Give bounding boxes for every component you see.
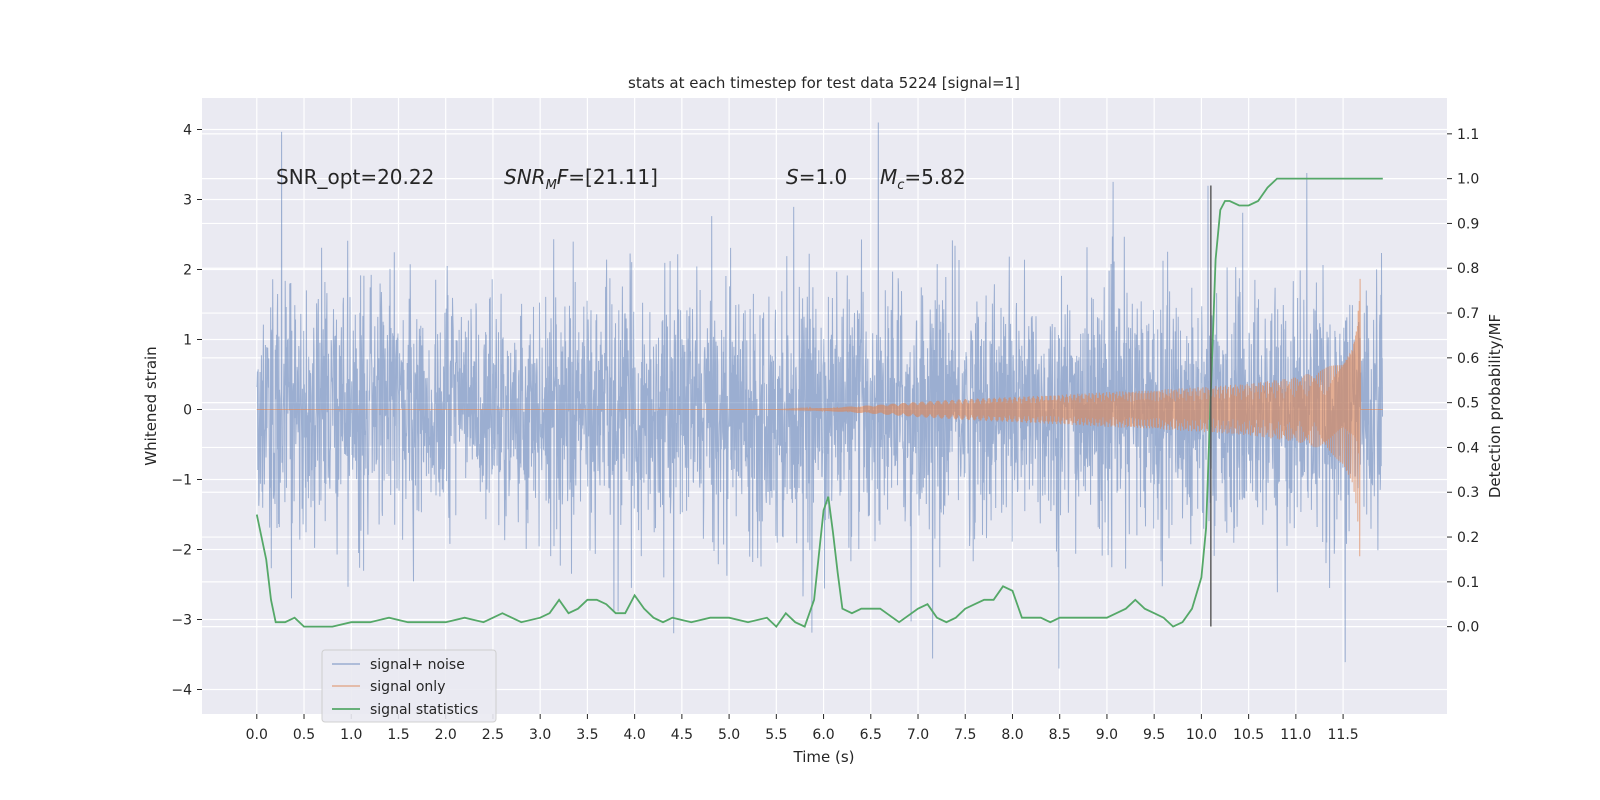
y-left-tick-label: −1 xyxy=(171,473,192,489)
annotation-s: S=1.0 xyxy=(786,165,847,189)
y-left-tick-label: −4 xyxy=(171,683,192,699)
y-left-tick-label: −3 xyxy=(171,613,192,629)
x-tick-label: 7.5 xyxy=(954,727,976,743)
y-right-axis-label: Detection probability/MF xyxy=(1486,314,1504,498)
x-tick-label: 4.0 xyxy=(623,727,645,743)
annotation-snr-opt: SNR_opt=20.22 xyxy=(276,165,434,189)
x-tick-label: 1.5 xyxy=(387,727,409,743)
y-left-tick-label: 4 xyxy=(183,123,192,139)
legend-label-signal-statistics: signal statistics xyxy=(370,702,478,718)
y-left-axis-label: Whitened strain xyxy=(142,346,160,465)
y-left-axis-ticks: 4 3 2 1 0 −1 −2 −3 −4 xyxy=(171,123,202,699)
y-right-axis-ticks: 1.1 1.0 0.9 0.8 0.7 0.6 0.5 0.4 0.3 0.2 0.1 0.0 xyxy=(1447,127,1479,636)
y-left-tick-label: 3 xyxy=(183,193,192,209)
x-tick-label: 2.0 xyxy=(435,727,457,743)
x-tick-label: 5.0 xyxy=(718,727,740,743)
signal-plus-noise-line xyxy=(256,122,1383,669)
legend-box xyxy=(321,649,497,723)
x-axis-ticks: 0.0 0.5 1.0 1.5 2.0 2.5 3.0 3.5 4.0 4.5 5.0 5.5 6.0 6… xyxy=(246,714,1359,743)
x-tick-label: 11.0 xyxy=(1280,727,1311,743)
x-tick-label: 4.5 xyxy=(671,727,693,743)
y-left-tick-label: 1 xyxy=(183,333,192,349)
annotation-mc: Mc=5.82 xyxy=(880,165,966,193)
x-tick-label: 3.0 xyxy=(529,727,551,743)
y-right-tick-label: 1.0 xyxy=(1457,172,1479,188)
legend: signal+ noise signal only signal statist… xyxy=(321,649,497,723)
y-right-tick-label: 0.2 xyxy=(1457,530,1479,546)
y-left-tick-label: −2 xyxy=(171,543,192,559)
x-tick-label: 9.5 xyxy=(1143,727,1165,743)
series-signal-only xyxy=(256,278,1383,557)
series-signal-plus-noise xyxy=(256,122,1383,669)
x-tick-label: 8.5 xyxy=(1049,727,1071,743)
y-right-tick-label: 0.3 xyxy=(1457,485,1479,501)
x-tick-label: 6.0 xyxy=(812,727,834,743)
x-tick-label: 9.0 xyxy=(1096,727,1118,743)
x-tick-label: 2.5 xyxy=(482,727,504,743)
x-axis-label: Time (s) xyxy=(793,748,855,766)
x-tick-label: 3.5 xyxy=(576,727,598,743)
chart-title: stats at each timestep for test data 522… xyxy=(628,74,1020,92)
y-right-tick-label: 0.0 xyxy=(1457,620,1479,636)
signal-statistics-line xyxy=(255,177,1383,628)
y-right-tick-label: 0.6 xyxy=(1457,351,1479,367)
x-tick-label: 7.0 xyxy=(907,727,929,743)
y-left-tick-label: 2 xyxy=(183,263,192,279)
y-left-tick-label: 0 xyxy=(183,403,192,419)
x-tick-label: 6.5 xyxy=(860,727,882,743)
signal-only-line xyxy=(256,278,1383,557)
annotation-snr-mf: SNRMF=[21.11] xyxy=(504,165,658,193)
y-right-tick-label: 0.1 xyxy=(1457,575,1479,591)
y-right-tick-label: 0.7 xyxy=(1457,306,1479,322)
y-right-tick-label: 0.8 xyxy=(1457,261,1479,277)
x-tick-label: 1.0 xyxy=(340,727,362,743)
legend-label-signal-only: signal only xyxy=(370,679,445,695)
legend-label-signal-plus-noise: signal+ noise xyxy=(370,657,465,673)
x-tick-label: 10.5 xyxy=(1233,727,1264,743)
x-tick-label: 0.0 xyxy=(246,727,268,743)
y-right-tick-label: 0.5 xyxy=(1457,396,1479,412)
x-tick-label: 10.0 xyxy=(1186,727,1217,743)
x-tick-label: 0.5 xyxy=(293,727,315,743)
x-tick-label: 8.0 xyxy=(1001,727,1023,743)
x-tick-label: 11.5 xyxy=(1328,727,1359,743)
y-right-tick-label: 0.9 xyxy=(1457,216,1479,232)
y-right-tick-label: 1.1 xyxy=(1457,127,1479,143)
x-tick-label: 5.5 xyxy=(765,727,787,743)
y-right-tick-label: 0.4 xyxy=(1457,440,1479,456)
series-signal-statistics xyxy=(255,177,1383,628)
